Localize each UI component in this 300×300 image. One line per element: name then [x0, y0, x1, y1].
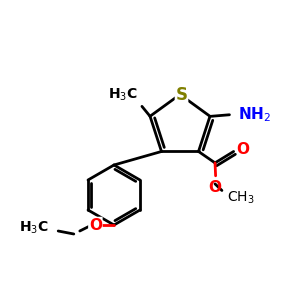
Text: O: O	[208, 180, 221, 195]
Text: H$_3$C: H$_3$C	[20, 220, 49, 236]
Text: H$_3$C: H$_3$C	[108, 86, 138, 103]
Text: CH$_3$: CH$_3$	[227, 189, 255, 206]
Text: O: O	[89, 218, 102, 232]
Text: S: S	[176, 85, 188, 103]
Text: NH$_2$: NH$_2$	[238, 105, 272, 124]
Text: O: O	[236, 142, 249, 158]
